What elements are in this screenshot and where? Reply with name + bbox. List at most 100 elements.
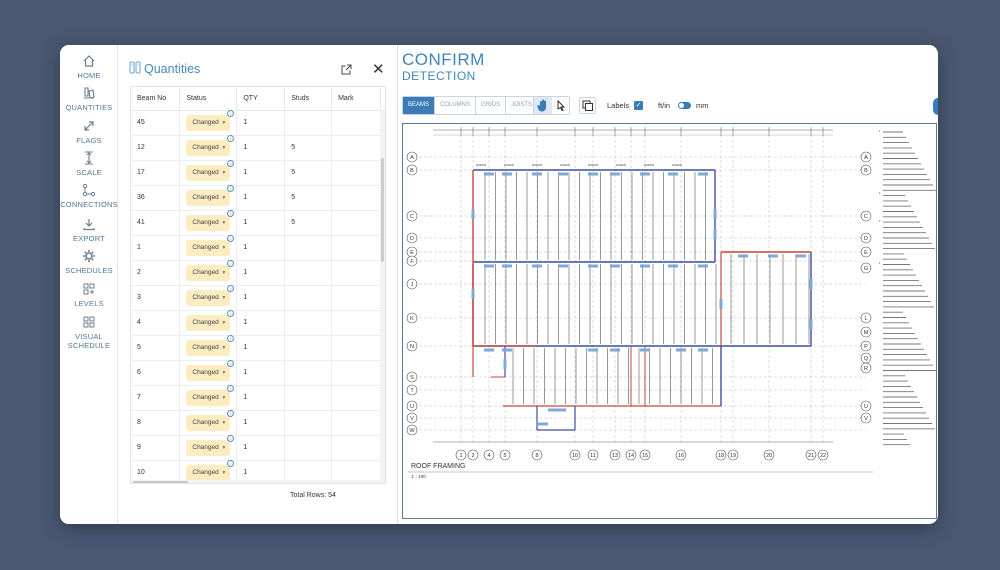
sidebar-item-home[interactable]: HOME bbox=[60, 54, 118, 80]
vertical-scrollbar[interactable] bbox=[380, 110, 385, 480]
tab-grids[interactable]: GRIDS bbox=[476, 97, 507, 114]
grid-number: 19 bbox=[730, 453, 736, 459]
status-dropdown[interactable]: Changed ▼ i bbox=[186, 134, 235, 156]
grid-letter-left: C bbox=[410, 214, 414, 220]
pan-tool-button[interactable] bbox=[534, 97, 552, 114]
beam-label-tag bbox=[668, 264, 678, 268]
horizontal-scrollbar[interactable] bbox=[131, 480, 385, 483]
popout-icon[interactable] bbox=[341, 64, 352, 75]
info-icon[interactable]: i bbox=[227, 134, 235, 142]
info-icon[interactable]: i bbox=[227, 284, 235, 292]
scrollbar-thumb[interactable] bbox=[381, 158, 384, 262]
sidebar-item-scale[interactable]: SCALE bbox=[60, 151, 118, 177]
grid-letter-right: E bbox=[864, 250, 868, 256]
status-dropdown[interactable]: Changed ▼ i bbox=[186, 359, 235, 381]
table-row[interactable]: 3 Changed ▼ i 1 bbox=[131, 284, 381, 311]
status-dropdown[interactable]: Changed ▼ i bbox=[186, 434, 235, 456]
status-dropdown[interactable]: Changed ▼ i bbox=[186, 284, 235, 306]
unit-toggle[interactable] bbox=[678, 102, 691, 109]
table-row[interactable]: 4 Changed ▼ i 1 bbox=[131, 309, 381, 336]
info-icon[interactable]: i bbox=[227, 434, 235, 442]
beam-text: W16X26 bbox=[672, 163, 683, 167]
tab-columns[interactable]: COLUMNS bbox=[435, 97, 477, 114]
table-row[interactable]: 17 Changed ▼ i 1 5 bbox=[131, 159, 381, 186]
status-dropdown[interactable]: Changed ▼ i bbox=[186, 259, 235, 281]
column-header[interactable]: Mark bbox=[331, 87, 381, 111]
drawing-canvas[interactable]: A B C D E F J K N S T U V W A B C D E G L M P Q R U V 1 2 4 5 8 10 11 13 14… bbox=[402, 123, 937, 519]
column-header[interactable]: Status bbox=[179, 87, 238, 111]
info-icon[interactable]: i bbox=[227, 159, 235, 167]
sidebar: HOME QUANTITIES FLAGS SCALE CONNECTIONS … bbox=[60, 45, 118, 524]
close-icon[interactable]: ✕ bbox=[372, 61, 385, 78]
info-icon[interactable]: i bbox=[227, 334, 235, 342]
table-row[interactable]: 45 Changed ▼ i 1 bbox=[131, 109, 381, 136]
info-icon[interactable]: i bbox=[227, 359, 235, 367]
tab-beams[interactable]: BEAMS bbox=[403, 97, 436, 114]
qty-cell: 1 bbox=[236, 160, 286, 186]
info-icon[interactable]: i bbox=[227, 384, 235, 392]
grid-bubble bbox=[587, 449, 599, 461]
beam-label-tag bbox=[558, 172, 568, 176]
sidebar-item-visual-schedule[interactable]: VISUAL SCHEDULE bbox=[60, 315, 118, 350]
status-dropdown[interactable]: Changed ▼ i bbox=[186, 109, 235, 131]
layers-button[interactable] bbox=[579, 97, 596, 114]
grid-bubble bbox=[860, 312, 872, 324]
grid-bubble bbox=[860, 362, 872, 374]
beam-no-cell: 4 bbox=[131, 310, 181, 336]
status-dropdown[interactable]: Changed ▼ i bbox=[186, 409, 235, 431]
scrollbar-thumb[interactable] bbox=[133, 481, 188, 483]
qty-cell: 1 bbox=[236, 210, 286, 236]
sidebar-item-export[interactable]: EXPORT bbox=[60, 217, 118, 243]
grid-bubble bbox=[860, 151, 872, 163]
beam-no-cell: 6 bbox=[131, 360, 181, 386]
info-icon[interactable]: i bbox=[227, 259, 235, 267]
grid-bubble bbox=[625, 449, 637, 461]
grid-number: 18 bbox=[718, 453, 724, 459]
mark-cell bbox=[331, 160, 381, 186]
expand-handle[interactable] bbox=[933, 98, 938, 115]
hand-icon bbox=[537, 99, 546, 112]
info-icon[interactable]: i bbox=[227, 409, 235, 417]
grid-number: 14 bbox=[628, 453, 634, 459]
tab-joists[interactable]: JOISTS bbox=[511, 102, 533, 108]
status-dropdown[interactable]: Changed ▼ i bbox=[186, 309, 235, 331]
table-row[interactable]: 1 Changed ▼ i 1 bbox=[131, 234, 381, 261]
studs-cell bbox=[284, 335, 333, 361]
sidebar-item-levels[interactable]: LEVELS bbox=[60, 282, 118, 308]
sidebar-item-flags[interactable]: FLAGS bbox=[60, 119, 118, 145]
status-dropdown[interactable]: Changed ▼ i bbox=[186, 384, 235, 406]
table-row[interactable]: 5 Changed ▼ i 1 bbox=[131, 334, 381, 361]
status-dropdown[interactable]: Changed ▼ i bbox=[186, 334, 235, 356]
column-header[interactable]: Beam No bbox=[131, 87, 181, 111]
table-row[interactable]: 9 Changed ▼ i 1 bbox=[131, 434, 381, 461]
info-icon[interactable]: i bbox=[227, 309, 235, 317]
sidebar-item-schedules[interactable]: SCHEDULES bbox=[60, 249, 118, 275]
table-row[interactable]: 7 Changed ▼ i 1 bbox=[131, 384, 381, 411]
table-row[interactable]: 41 Changed ▼ i 1 5 bbox=[131, 209, 381, 236]
status-value: Changed bbox=[192, 118, 219, 126]
status-dropdown[interactable]: Changed ▼ i bbox=[186, 209, 235, 231]
column-header[interactable]: QTY bbox=[236, 87, 286, 111]
status-dropdown[interactable]: Changed ▼ i bbox=[186, 459, 235, 481]
table-row[interactable]: 10 Changed ▼ i 1 bbox=[131, 459, 381, 483]
status-dropdown[interactable]: Changed ▼ i bbox=[186, 184, 235, 206]
column-header[interactable]: Studs bbox=[284, 87, 333, 111]
table-row[interactable]: 36 Changed ▼ i 1 5 bbox=[131, 184, 381, 211]
status-dropdown[interactable]: Changed ▼ i bbox=[186, 234, 235, 256]
info-icon[interactable]: i bbox=[227, 209, 235, 217]
table-row[interactable]: 6 Changed ▼ i 1 bbox=[131, 359, 381, 386]
select-tool-button[interactable] bbox=[552, 97, 570, 114]
table-row[interactable]: 8 Changed ▼ i 1 bbox=[131, 409, 381, 436]
table-row[interactable]: 12 Changed ▼ i 1 5 bbox=[131, 134, 381, 161]
info-icon[interactable]: i bbox=[227, 184, 235, 192]
sidebar-item-quantities[interactable]: QUANTITIES bbox=[60, 86, 118, 112]
table-row[interactable]: 2 Changed ▼ i 1 bbox=[131, 259, 381, 286]
labels-checkbox[interactable]: ✓ bbox=[634, 101, 643, 110]
status-dropdown[interactable]: Changed ▼ i bbox=[186, 159, 235, 181]
info-icon[interactable]: i bbox=[227, 459, 235, 467]
info-icon[interactable]: i bbox=[227, 234, 235, 242]
mark-cell bbox=[331, 185, 381, 211]
info-icon[interactable]: i bbox=[227, 109, 235, 117]
sidebar-item-connections[interactable]: CONNECTIONS bbox=[60, 183, 118, 209]
